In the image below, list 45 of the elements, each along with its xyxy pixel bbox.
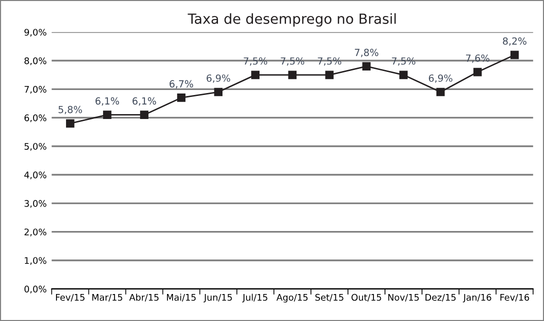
point xyxy=(399,70,408,80)
x-tick-label: Ago/15 xyxy=(276,294,308,302)
data-label: 6,1% xyxy=(132,97,156,106)
y-tick-label: 0,0% xyxy=(24,286,46,294)
y-tick-label: 6,0% xyxy=(24,114,46,122)
x-tick-label: Nov/15 xyxy=(388,294,419,302)
y-tick-label: 4,0% xyxy=(24,171,46,180)
y-tick-label: 9,0% xyxy=(24,28,46,37)
x-tick-label: Out/15 xyxy=(352,294,382,302)
x-tick-label: Fev/16 xyxy=(500,294,530,302)
y-tick-label: 5,0% xyxy=(24,142,46,151)
y-tick-label: 1,0% xyxy=(24,257,46,265)
data-label: 5,8% xyxy=(58,106,82,114)
point xyxy=(436,88,445,96)
point xyxy=(325,70,334,80)
x-tick-label: Mar/15 xyxy=(92,294,122,302)
point xyxy=(66,119,74,128)
point xyxy=(251,70,260,80)
data-label: 6,1% xyxy=(96,97,120,106)
point xyxy=(473,68,482,76)
x-tick-label: Jan/16 xyxy=(462,294,492,302)
y-tick-label: 8,0% xyxy=(24,57,46,66)
y-tick-label: 3,0% xyxy=(24,200,46,208)
point xyxy=(103,110,112,120)
point xyxy=(362,62,371,71)
data-label: 8,2% xyxy=(502,37,526,46)
x-tick-label: Dez/15 xyxy=(426,294,456,302)
x-tick-label: Jul/15 xyxy=(242,294,268,302)
point xyxy=(288,70,297,80)
y-tick-label: 2,0% xyxy=(24,228,46,236)
data-label: 7,8% xyxy=(354,48,378,58)
x-tick-label: Fev/15 xyxy=(56,294,84,302)
point xyxy=(140,110,148,120)
point xyxy=(214,88,222,96)
data-label: 6,7% xyxy=(170,80,194,88)
x-tick-label: Mai/15 xyxy=(167,294,196,302)
y-tick-label: 7,0% xyxy=(24,86,46,94)
data-label: 6,9% xyxy=(428,74,452,83)
chart-title: Taxa de desemprego no Brasil xyxy=(188,13,396,27)
point xyxy=(510,50,519,60)
x-tick-label: Abr/15 xyxy=(129,294,159,302)
x-tick-label: Set/15 xyxy=(315,294,344,302)
point xyxy=(177,94,186,102)
data-label: 6,9% xyxy=(206,74,230,83)
x-tick-label: Jun/15 xyxy=(204,294,232,302)
